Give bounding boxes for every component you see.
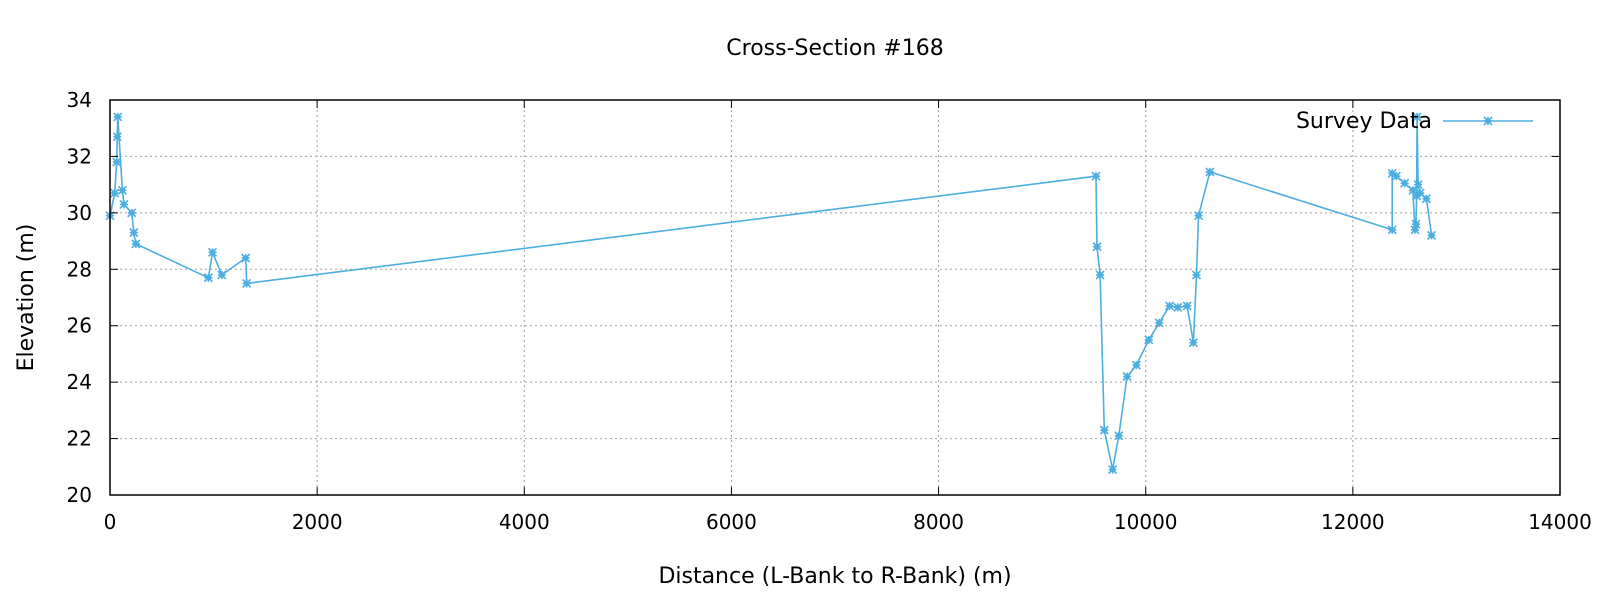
data-point bbox=[1191, 270, 1202, 280]
legend-marker bbox=[1483, 116, 1493, 126]
data-point bbox=[1091, 171, 1101, 181]
data-point bbox=[129, 228, 139, 238]
x-tick-label: 10000 bbox=[1114, 510, 1178, 534]
data-point bbox=[112, 157, 122, 167]
data-point bbox=[217, 270, 227, 280]
data-point bbox=[113, 112, 123, 122]
x-tick-label: 8000 bbox=[913, 510, 964, 534]
x-tick-label: 6000 bbox=[706, 510, 757, 534]
data-point bbox=[1188, 338, 1198, 348]
data-point bbox=[1411, 219, 1421, 229]
data-point bbox=[1427, 230, 1437, 240]
x-tick-label: 12000 bbox=[1321, 510, 1385, 534]
data-point bbox=[203, 273, 213, 283]
y-tick-label: 28 bbox=[67, 257, 92, 281]
data-point bbox=[1413, 180, 1423, 190]
data-point bbox=[1131, 360, 1141, 370]
x-tick-label: 4000 bbox=[499, 510, 550, 534]
series-layer bbox=[105, 112, 1437, 475]
x-tick-label: 0 bbox=[104, 510, 117, 534]
data-point bbox=[131, 239, 141, 249]
data-point bbox=[112, 132, 122, 142]
data-point bbox=[1095, 270, 1105, 280]
data-point bbox=[242, 278, 252, 288]
data-point bbox=[1164, 301, 1175, 311]
y-tick-label: 32 bbox=[67, 144, 92, 168]
data-point bbox=[1182, 301, 1192, 311]
data-point bbox=[241, 253, 251, 263]
data-point bbox=[1122, 371, 1132, 382]
data-point bbox=[119, 199, 129, 209]
y-tick-label: 30 bbox=[67, 201, 92, 225]
grid-lines bbox=[110, 100, 1560, 495]
data-point bbox=[1205, 167, 1215, 177]
legend: Survey Data bbox=[1296, 109, 1533, 134]
data-point bbox=[110, 188, 120, 198]
y-tick-label: 20 bbox=[67, 483, 92, 507]
data-point bbox=[1412, 112, 1422, 122]
x-axis-title: Distance (L-Bank to R-Bank) (m) bbox=[658, 564, 1011, 589]
y-tick-label: 22 bbox=[67, 427, 92, 451]
data-point bbox=[1099, 425, 1109, 435]
y-tick-label: 24 bbox=[67, 370, 92, 394]
chart-title: Cross-Section #168 bbox=[726, 36, 943, 61]
y-tick-label: 26 bbox=[67, 314, 92, 338]
legend-label: Survey Data bbox=[1296, 109, 1432, 134]
data-point bbox=[117, 185, 127, 195]
data-point bbox=[127, 208, 137, 218]
data-point bbox=[1114, 431, 1124, 441]
data-point bbox=[207, 247, 218, 257]
data-point bbox=[1193, 211, 1204, 221]
y-axis-title: Elevation (m) bbox=[14, 224, 39, 372]
axis-ticks: 0 2000 4000 6000 8000 10000 12000 14000 20 22 24 26… bbox=[67, 88, 1592, 534]
data-point bbox=[1415, 188, 1425, 198]
x-tick-label: 2000 bbox=[292, 510, 343, 534]
data-point bbox=[1391, 171, 1401, 181]
series-line-survey-data bbox=[109, 116, 1433, 471]
x-tick-label: 14000 bbox=[1528, 510, 1592, 534]
data-point bbox=[1400, 178, 1410, 188]
data-point bbox=[1421, 194, 1431, 204]
data-point bbox=[1387, 225, 1397, 235]
data-point bbox=[1154, 318, 1164, 328]
plot-frame bbox=[109, 99, 1561, 496]
y-tick-label: 34 bbox=[67, 88, 92, 112]
data-point bbox=[1173, 302, 1183, 312]
legend-swatch bbox=[1443, 116, 1533, 126]
data-point bbox=[1108, 465, 1118, 475]
data-point bbox=[1144, 335, 1154, 345]
data-point bbox=[1092, 242, 1102, 252]
